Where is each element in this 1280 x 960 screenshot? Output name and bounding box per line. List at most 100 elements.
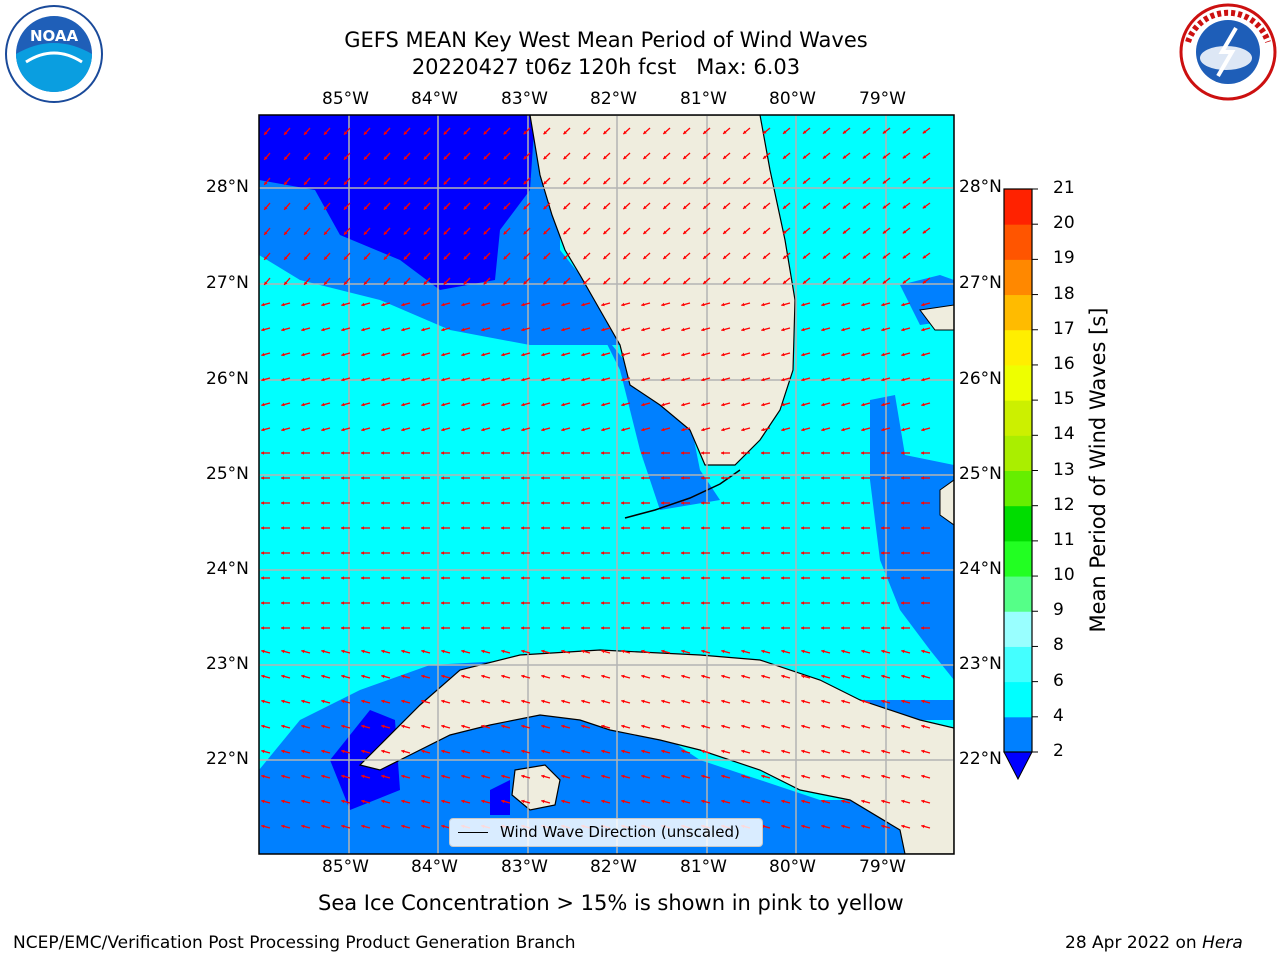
wind-wave-arrowhead bbox=[842, 155, 847, 159]
wind-wave-arrowhead bbox=[381, 501, 384, 505]
wind-wave-arrowhead bbox=[781, 427, 785, 432]
wind-wave-arrowhead bbox=[481, 526, 484, 530]
wind-wave-arrowhead bbox=[861, 526, 864, 530]
wind-wave-arrowhead bbox=[264, 181, 268, 185]
wind-wave-arrowhead bbox=[421, 352, 425, 357]
wind-wave-arrowhead bbox=[301, 626, 304, 630]
wind-wave-arrowhead bbox=[561, 649, 565, 654]
wind-wave-arrowhead bbox=[701, 501, 704, 505]
wind-wave-arrowhead bbox=[741, 649, 745, 654]
wind-wave-arrowhead bbox=[441, 649, 445, 654]
wind-wave-arrowhead bbox=[523, 180, 527, 185]
wind-wave-arrowhead bbox=[763, 255, 767, 259]
wind-wave-arrowhead bbox=[401, 451, 404, 455]
wind-wave-arrowhead bbox=[683, 180, 687, 184]
wind-wave-arrowhead bbox=[321, 327, 325, 332]
wind-wave-arrowhead bbox=[862, 205, 867, 209]
wind-wave-arrowhead bbox=[781, 674, 785, 679]
wind-wave-arrowhead bbox=[563, 155, 567, 160]
wind-wave-arrowhead bbox=[701, 601, 704, 605]
wind-wave-arrowhead bbox=[301, 674, 305, 679]
wind-wave-arrowhead bbox=[721, 576, 724, 580]
wind-wave-arrowhead bbox=[822, 280, 827, 284]
wind-wave-arrowhead bbox=[902, 155, 907, 159]
wind-wave-arrowhead bbox=[443, 231, 448, 235]
wind-wave-arrowhead bbox=[523, 230, 527, 235]
wind-wave-arrowhead bbox=[403, 206, 408, 210]
wind-wave-arrowhead bbox=[681, 626, 684, 630]
wind-wave-arrowhead bbox=[481, 451, 484, 455]
colorbar-tick-label: 10 bbox=[1053, 565, 1075, 586]
wind-wave-arrowhead bbox=[443, 181, 448, 185]
wind-wave-arrowhead bbox=[821, 576, 824, 580]
wind-wave-arrowhead bbox=[801, 451, 804, 455]
wind-wave-arrowhead bbox=[701, 526, 704, 530]
wind-wave-arrowhead bbox=[741, 526, 744, 530]
wind-wave-arrowhead bbox=[922, 280, 927, 284]
wind-wave-arrowhead bbox=[461, 302, 465, 307]
wind-wave-arrowhead bbox=[641, 626, 644, 630]
wind-wave-arrowhead bbox=[723, 280, 727, 284]
wind-wave-arrowhead bbox=[341, 649, 345, 654]
wind-wave-arrowhead bbox=[421, 302, 425, 307]
wind-wave-arrowhead bbox=[344, 231, 348, 235]
wind-wave-arrowhead bbox=[902, 280, 907, 284]
wind-wave-arrowhead bbox=[521, 501, 524, 505]
wind-wave-arrowhead bbox=[901, 649, 905, 654]
wind-wave-arrowhead bbox=[563, 255, 567, 260]
colorbar-tick-label: 21 bbox=[1053, 178, 1075, 198]
wind-wave-arrowhead bbox=[501, 501, 504, 505]
wind-wave-arrowhead bbox=[862, 255, 867, 259]
wind-wave-arrowhead bbox=[661, 327, 665, 332]
wind-wave-arrowhead bbox=[341, 302, 345, 307]
wind-wave-arrowhead bbox=[822, 205, 827, 209]
wind-wave-arrowhead bbox=[361, 302, 365, 307]
wind-wave-arrowhead bbox=[321, 626, 324, 630]
wind-wave-arrowhead bbox=[641, 576, 644, 580]
wind-wave-arrowhead bbox=[461, 476, 464, 480]
wind-wave-arrowhead bbox=[341, 626, 344, 630]
wind-wave-arrowhead bbox=[541, 674, 545, 679]
bahamas-island-1 bbox=[919, 304, 954, 331]
wind-wave-arrowhead bbox=[643, 255, 647, 260]
wind-wave-arrowhead bbox=[441, 427, 445, 432]
wind-wave-arrowhead bbox=[821, 501, 824, 505]
wind-wave-arrowhead bbox=[281, 451, 284, 455]
colorbar-segment bbox=[1004, 329, 1032, 366]
colorbar-under-arrow bbox=[1003, 751, 1033, 781]
wind-wave-arrowhead bbox=[643, 130, 647, 135]
wind-wave-arrowhead bbox=[443, 206, 448, 210]
wind-wave-arrowhead bbox=[361, 476, 364, 480]
wind-wave-arrowhead bbox=[902, 180, 907, 184]
wind-wave-arrowhead bbox=[261, 576, 264, 580]
wind-wave-arrowhead bbox=[761, 551, 764, 555]
wind-wave-arrowhead bbox=[483, 181, 488, 185]
wind-wave-arrowhead bbox=[641, 402, 645, 407]
wind-wave-arrowhead bbox=[261, 352, 265, 357]
wind-wave-arrowhead bbox=[862, 280, 867, 284]
wind-wave-arrowhead bbox=[341, 377, 345, 382]
wind-wave-arrowhead bbox=[721, 649, 725, 654]
wind-wave-arrowhead bbox=[581, 601, 584, 605]
wind-wave-arrowhead bbox=[901, 352, 905, 357]
wind-wave-arrowhead bbox=[521, 377, 525, 382]
wind-wave-arrowhead bbox=[501, 302, 505, 307]
wind-wave-arrowhead bbox=[423, 131, 428, 135]
wind-wave-arrowhead bbox=[741, 551, 744, 555]
wind-wave-arrowhead bbox=[641, 377, 645, 382]
wind-wave-arrowhead bbox=[443, 131, 448, 135]
colorbar-tick-label: 14 bbox=[1053, 424, 1075, 445]
wind-wave-arrowhead bbox=[661, 427, 665, 432]
wind-wave-arrowhead bbox=[901, 551, 904, 555]
wind-wave-arrowhead bbox=[661, 626, 664, 630]
wind-wave-arrowhead bbox=[623, 205, 627, 210]
wind-wave-arrowhead bbox=[401, 551, 404, 555]
wind-wave-arrowhead bbox=[461, 626, 464, 630]
wind-wave-arrowhead bbox=[661, 501, 664, 505]
wind-wave-arrowhead bbox=[703, 255, 707, 259]
wind-wave-arrowhead bbox=[681, 649, 685, 654]
wind-wave-arrowhead bbox=[882, 280, 887, 284]
wind-wave-arrowhead bbox=[801, 402, 805, 407]
wind-wave-arrowhead bbox=[721, 302, 725, 307]
wind-wave-arrowhead bbox=[304, 231, 308, 235]
